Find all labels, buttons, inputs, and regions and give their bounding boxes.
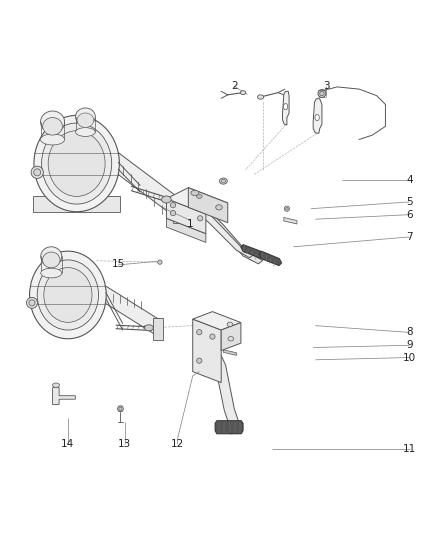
Ellipse shape xyxy=(117,406,124,411)
Ellipse shape xyxy=(40,111,64,133)
Ellipse shape xyxy=(240,91,246,94)
Polygon shape xyxy=(202,332,239,434)
Text: 6: 6 xyxy=(406,210,413,220)
Polygon shape xyxy=(33,197,120,212)
Text: 1: 1 xyxy=(187,219,194,229)
Text: 4: 4 xyxy=(406,175,413,185)
Ellipse shape xyxy=(145,325,153,331)
Polygon shape xyxy=(283,91,289,125)
Polygon shape xyxy=(215,421,243,434)
Bar xyxy=(173,197,184,223)
Ellipse shape xyxy=(42,118,62,135)
Ellipse shape xyxy=(318,90,326,98)
Polygon shape xyxy=(166,188,228,214)
Ellipse shape xyxy=(48,131,105,197)
Ellipse shape xyxy=(215,205,222,210)
Ellipse shape xyxy=(227,322,233,327)
Ellipse shape xyxy=(75,128,95,136)
Ellipse shape xyxy=(31,166,43,179)
Polygon shape xyxy=(241,245,263,258)
Ellipse shape xyxy=(219,178,227,184)
Ellipse shape xyxy=(119,407,122,410)
Ellipse shape xyxy=(40,134,64,145)
Ellipse shape xyxy=(197,329,202,335)
Polygon shape xyxy=(259,251,282,265)
Ellipse shape xyxy=(26,297,37,308)
Text: 12: 12 xyxy=(171,439,184,449)
Polygon shape xyxy=(313,99,322,133)
Text: 10: 10 xyxy=(403,353,416,362)
Ellipse shape xyxy=(198,216,203,221)
Polygon shape xyxy=(193,319,221,383)
Ellipse shape xyxy=(196,195,202,198)
Ellipse shape xyxy=(42,252,60,268)
Ellipse shape xyxy=(170,203,176,208)
Text: 14: 14 xyxy=(61,439,74,449)
Text: 7: 7 xyxy=(406,232,413,242)
Ellipse shape xyxy=(221,179,226,183)
Ellipse shape xyxy=(197,358,202,364)
Polygon shape xyxy=(53,387,75,405)
Ellipse shape xyxy=(37,260,99,330)
Polygon shape xyxy=(166,199,206,233)
Polygon shape xyxy=(106,286,160,337)
Ellipse shape xyxy=(283,103,288,110)
Ellipse shape xyxy=(170,211,176,216)
Ellipse shape xyxy=(44,268,92,322)
Ellipse shape xyxy=(42,123,112,204)
Ellipse shape xyxy=(191,190,199,196)
Ellipse shape xyxy=(41,247,62,266)
Text: 11: 11 xyxy=(403,444,416,454)
Ellipse shape xyxy=(158,260,162,264)
Ellipse shape xyxy=(320,91,324,96)
Polygon shape xyxy=(182,191,254,258)
Ellipse shape xyxy=(41,268,62,278)
Text: 8: 8 xyxy=(406,327,413,337)
Ellipse shape xyxy=(210,334,215,339)
Ellipse shape xyxy=(53,383,60,387)
Ellipse shape xyxy=(77,113,94,127)
Ellipse shape xyxy=(228,336,234,341)
Polygon shape xyxy=(193,312,241,330)
Ellipse shape xyxy=(34,169,41,176)
Ellipse shape xyxy=(29,300,35,306)
Polygon shape xyxy=(191,196,263,264)
Polygon shape xyxy=(223,350,237,356)
Polygon shape xyxy=(188,188,228,223)
Text: 9: 9 xyxy=(406,341,413,350)
Bar xyxy=(153,318,163,340)
Polygon shape xyxy=(221,322,241,351)
Text: 15: 15 xyxy=(112,260,125,269)
Ellipse shape xyxy=(315,115,319,120)
Text: 2: 2 xyxy=(231,81,238,91)
Ellipse shape xyxy=(30,251,106,339)
Polygon shape xyxy=(284,217,297,224)
Polygon shape xyxy=(118,152,180,221)
Text: 5: 5 xyxy=(406,197,413,207)
Text: 3: 3 xyxy=(323,81,330,91)
Ellipse shape xyxy=(258,95,264,99)
Ellipse shape xyxy=(162,196,171,203)
Ellipse shape xyxy=(75,108,95,125)
Text: 13: 13 xyxy=(118,439,131,449)
Ellipse shape xyxy=(286,207,288,210)
Ellipse shape xyxy=(284,206,290,211)
Polygon shape xyxy=(166,219,206,243)
Ellipse shape xyxy=(34,115,119,212)
